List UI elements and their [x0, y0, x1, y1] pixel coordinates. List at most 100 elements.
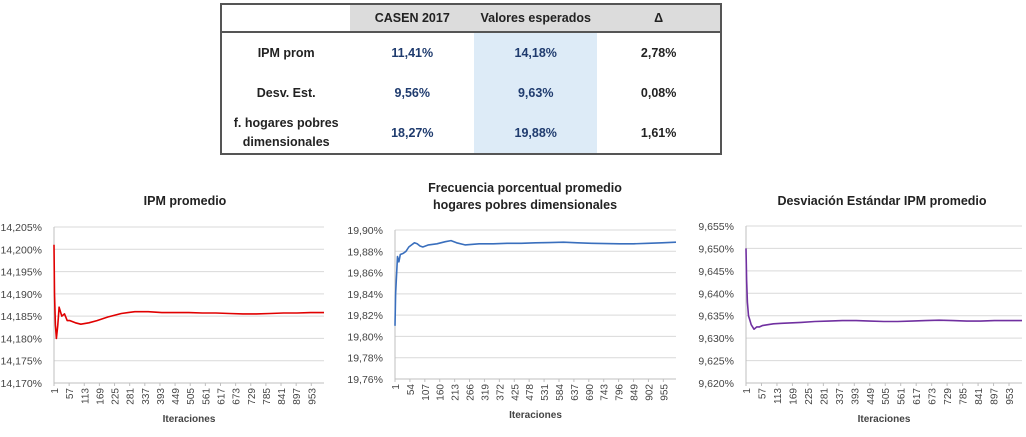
x-tick-label: 849	[630, 384, 641, 401]
y-tick-label: 14,185%	[1, 311, 42, 323]
y-tick-label: 9,630%	[698, 333, 734, 345]
row-label-desv: Desv. Est.	[256, 85, 316, 100]
x-tick-label: 478	[525, 384, 536, 401]
x-tick-label: 337	[835, 388, 846, 405]
chart-title: Frecuencia porcentual promedio hogares p…	[428, 181, 622, 212]
table-header-esperados: Valores esperados	[474, 4, 598, 33]
x-tick-label: 337	[141, 388, 152, 405]
x-tick-label: 225	[804, 388, 815, 405]
x-tick-label: 281	[126, 388, 137, 405]
summary-table: CASEN 2017 Valores esperados Δ IPM prom …	[220, 3, 722, 155]
y-tick-label: 19,82%	[347, 310, 383, 322]
x-tick-label: 393	[156, 388, 167, 405]
y-tick-label: 14,195%	[1, 267, 42, 279]
y-tick-label: 9,650%	[698, 243, 734, 255]
x-tick-label: 281	[819, 388, 830, 405]
x-tick-label: 841	[277, 388, 288, 405]
x-tick-label: 617	[912, 388, 923, 405]
table-row: f. hogares pobres dimensionales 18,27% 1…	[221, 113, 721, 154]
x-tick-label: 531	[540, 384, 551, 401]
y-tick-label: 14,205%	[1, 222, 42, 234]
x-tick-label: 953	[1005, 388, 1016, 405]
x-tick-label: 673	[232, 388, 243, 405]
x-tick-label: 169	[95, 388, 106, 405]
x-tick-label: 266	[466, 384, 477, 401]
series-line	[53, 244, 324, 340]
x-tick-label: 561	[897, 388, 908, 405]
x-axis-label: Iteraciones	[858, 414, 911, 425]
x-tick-label: 584	[555, 384, 566, 401]
x-axis-label: Iteraciones	[509, 410, 562, 421]
chart-title: IPM promedio	[143, 194, 227, 208]
x-tick-label: 107	[421, 384, 432, 401]
table-row: Desv. Est. 9,56% 9,63% 0,08%	[221, 73, 721, 113]
x-tick-label: 57	[65, 388, 76, 400]
x-tick-label: 1	[391, 384, 402, 390]
table-header-row: CASEN 2017 Valores esperados Δ	[221, 4, 721, 33]
x-tick-label: 690	[585, 384, 596, 401]
cell-hogares-casen: 18,27%	[391, 126, 434, 140]
x-tick-label: 637	[570, 384, 581, 401]
chart-plot: 9,620% 9,625% 9,630% 9,635% 9,640% 9,645% 9,65…	[698, 221, 1022, 425]
y-tick-label: 14,175%	[1, 356, 42, 368]
cell-hogares-esperado: 19,88%	[474, 113, 598, 154]
row-label-hogares: f. hogares pobres dimensionales	[233, 116, 339, 149]
y-tick-label: 19,80%	[347, 331, 383, 343]
x-tick-label: 113	[773, 388, 784, 404]
y-tick-label: 9,640%	[698, 288, 734, 300]
x-tick-label: 505	[186, 388, 197, 405]
y-tick-label: 14,180%	[1, 333, 42, 345]
x-tick-label: 785	[959, 388, 970, 405]
chart-ipm-promedio: IPM promedio 14,170% 14,175% 14,180% 14,185…	[0, 178, 330, 437]
cell-ipm-delta: 2,78%	[640, 46, 677, 60]
table-header-casen: CASEN 2017	[350, 4, 475, 33]
y-tick-label: 14,170%	[1, 378, 42, 390]
table-header-corner	[221, 4, 351, 33]
y-tick-label: 9,635%	[698, 311, 734, 323]
x-tick-label: 169	[788, 388, 799, 405]
x-tick-label: 617	[216, 388, 227, 405]
y-tick-label: 14,190%	[1, 289, 42, 301]
x-tick-label: 225	[111, 388, 122, 405]
y-tick-label: 19,88%	[347, 246, 383, 258]
y-tick-label: 19,84%	[347, 289, 383, 301]
series-line	[394, 239, 677, 326]
x-tick-label: 785	[262, 388, 273, 405]
x-tick-label: 743	[600, 384, 611, 401]
x-axis-label: Iteraciones	[163, 414, 216, 425]
x-tick-label: 796	[615, 384, 626, 401]
cell-hogares-delta: 1,61%	[640, 126, 677, 140]
chart-frecuencia-hogares: Frecuencia porcentual promedio hogares p…	[340, 178, 685, 437]
cell-desv-esperado: 9,63%	[474, 73, 598, 113]
chart-plot: 14,170% 14,175% 14,180% 14,185% 14,190% 14,19…	[1, 222, 324, 425]
x-tick-label: 425	[510, 384, 521, 401]
table-header-delta: Δ	[597, 4, 721, 33]
y-tick-label: 9,625%	[698, 356, 734, 368]
y-tick-label: 19,78%	[347, 353, 383, 365]
x-tick-label: 897	[292, 388, 303, 405]
x-tick-label: 505	[881, 388, 892, 405]
y-tick-label: 19,86%	[347, 268, 383, 280]
chart-desviacion-estandar: Desviación Estándar IPM promedio 9,620% 9…	[693, 178, 1026, 437]
x-tick-label: 729	[943, 388, 954, 405]
x-tick-label: 953	[307, 388, 318, 405]
series-line	[745, 248, 1022, 330]
y-tick-label: 19,90%	[347, 225, 383, 237]
chart-plot: 19,76% 19,78% 19,80% 19,82% 19,84% 19,86% 19,8…	[347, 225, 677, 421]
table-row: IPM prom 11,41% 14,18% 2,78%	[221, 32, 721, 73]
y-tick-label: 9,645%	[698, 266, 734, 278]
cell-ipm-casen: 11,41%	[391, 46, 434, 60]
x-tick-label: 393	[850, 388, 861, 405]
row-label-ipm: IPM prom	[257, 45, 315, 60]
x-tick-label: 729	[247, 388, 258, 405]
x-tick-label: 372	[495, 384, 506, 401]
x-tick-label: 561	[201, 388, 212, 405]
x-tick-label: 57	[757, 388, 768, 400]
y-tick-label: 19,76%	[347, 374, 383, 386]
x-tick-label: 449	[171, 388, 182, 405]
x-tick-label: 841	[974, 388, 985, 405]
x-tick-label: 113	[80, 388, 91, 404]
x-tick-label: 955	[659, 384, 670, 401]
x-tick-label: 897	[990, 388, 1001, 405]
cell-ipm-esperado: 14,18%	[474, 32, 598, 73]
